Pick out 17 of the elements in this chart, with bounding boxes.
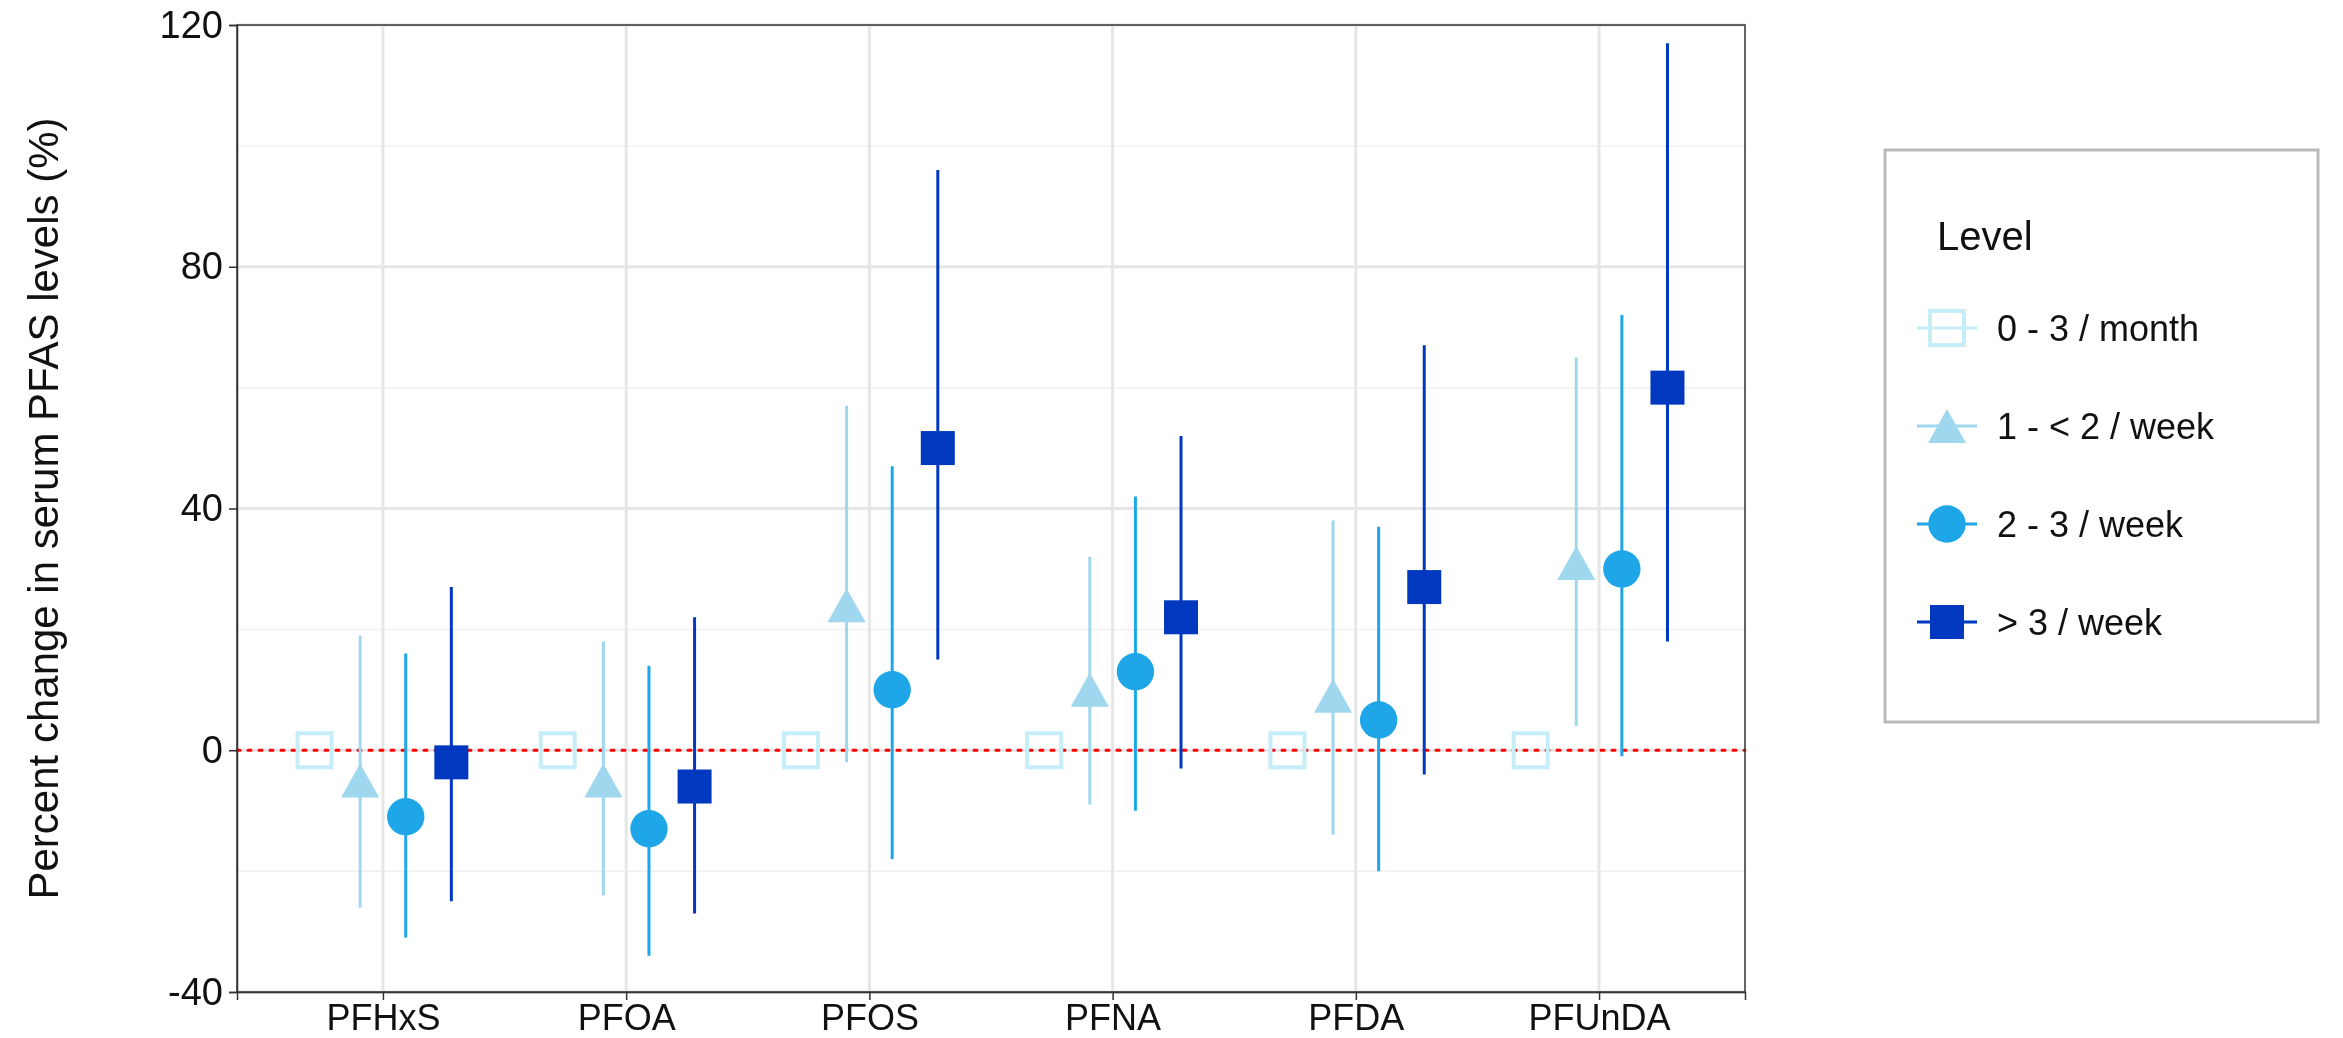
x-tick-label: PFOS [820,996,919,1038]
x-tick-label: PFNA [1065,996,1162,1038]
legend-label: > 3 / week [1997,602,2164,643]
y-tick-label: 0 [201,728,223,771]
legend-title: Level [1937,214,2033,258]
y-axis-title: Percent change in serum PFAS levels (%) [20,117,67,900]
y-tick-label: -40 [168,970,223,1013]
x-tick-label: PFUnDA [1528,996,1671,1038]
legend-label: 1 - < 2 / week [1997,406,2216,447]
x-tick-label: PFOA [577,996,676,1038]
y-tick-label: 120 [159,3,223,46]
legend-label: 0 - 3 / month [1997,308,2200,349]
y-tick-label: 80 [180,245,223,288]
legend-label: 2 - 3 / week [1997,504,2185,545]
x-tick-label: PFDA [1308,996,1405,1038]
x-tick-label: PFHxS [326,996,441,1038]
y-tick-label: 40 [180,487,223,530]
